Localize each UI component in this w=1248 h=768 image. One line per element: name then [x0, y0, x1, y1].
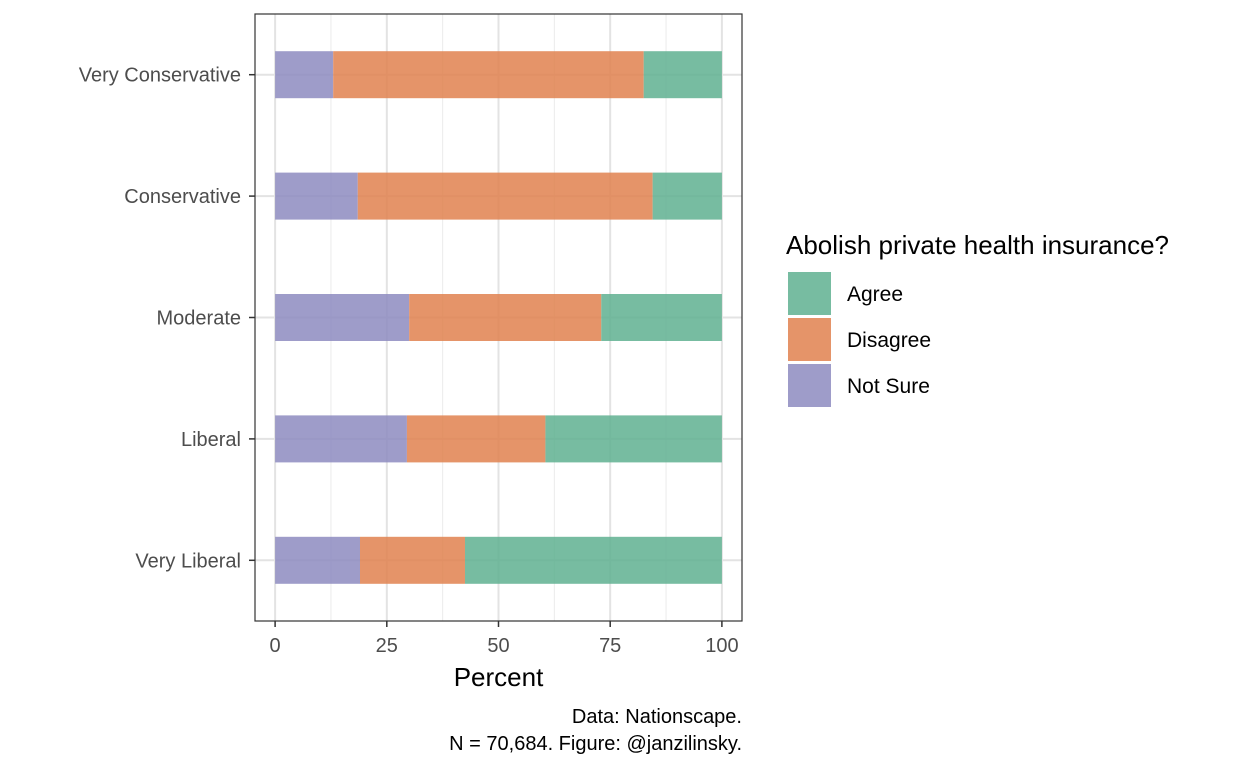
y-tick-label: Very Conservative — [79, 65, 241, 87]
caption-line-2: N = 70,684. Figure: @janzilinsky. — [449, 733, 742, 755]
legend-label-disagree: Disagree — [847, 329, 931, 352]
bar-agree-conservative — [652, 172, 722, 220]
bar-disagree-very-conservative — [333, 51, 644, 99]
bar-disagree-conservative — [357, 172, 653, 220]
caption-line-1: Data: Nationscape. — [572, 706, 742, 728]
bar-not-sure-conservative — [275, 172, 358, 220]
x-axis-title: Percent — [454, 662, 544, 692]
bar-disagree-liberal — [406, 415, 546, 463]
bar-disagree-very-liberal — [359, 536, 465, 584]
y-tick-label: Very Liberal — [135, 550, 241, 572]
bar-not-sure-liberal — [275, 415, 407, 463]
legend-swatch-agree — [788, 272, 831, 315]
y-axis: Very Conservative Conservative Moderate Lib… — [79, 65, 255, 572]
legend-title: Abolish private health insurance? — [786, 230, 1169, 260]
legend-label-agree: Agree — [847, 283, 903, 306]
bar-not-sure-moderate — [275, 294, 410, 341]
legend-swatch-not-sure — [788, 364, 831, 407]
bars — [275, 51, 722, 584]
bar-not-sure-very-liberal — [275, 536, 360, 584]
y-tick-label: Conservative — [124, 186, 241, 208]
y-tick-label: Moderate — [157, 308, 242, 330]
x-tick-label: 50 — [487, 635, 509, 657]
x-tick-label: 100 — [705, 635, 738, 657]
legend: Abolish private health insurance? Agree D… — [786, 230, 1169, 407]
x-tick-label: 25 — [376, 635, 398, 657]
y-tick-label: Liberal — [181, 429, 241, 451]
bar-disagree-moderate — [409, 294, 602, 341]
x-axis: 0 25 50 75 100 — [270, 621, 739, 657]
legend-swatch-disagree — [788, 318, 831, 361]
bar-agree-moderate — [601, 294, 722, 341]
caption: Data: Nationscape. N = 70,684. Figure: @… — [449, 706, 742, 755]
bar-agree-very-conservative — [643, 51, 722, 99]
x-tick-label: 0 — [270, 635, 281, 657]
bar-agree-liberal — [545, 415, 722, 463]
bar-not-sure-very-conservative — [275, 51, 334, 99]
bar-agree-very-liberal — [464, 536, 722, 584]
x-tick-label: 75 — [599, 635, 621, 657]
legend-label-not-sure: Not Sure — [847, 375, 930, 398]
